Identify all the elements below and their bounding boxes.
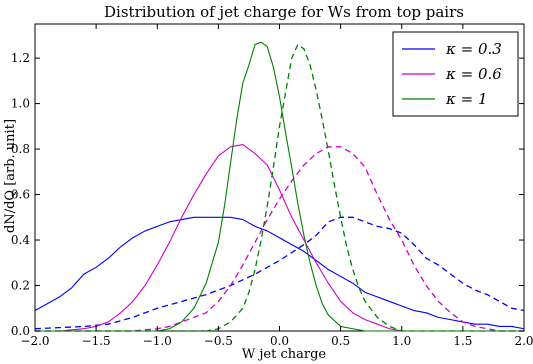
- x-tick-label: 0.0: [270, 334, 289, 348]
- y-tick-label: 0.8: [11, 142, 30, 156]
- legend-label: κ = 1: [445, 90, 487, 108]
- x-axis: −2.0 −1.5 −1.0 −0.5 0.0 0.5 1.0 1.5 2.0: [20, 24, 533, 348]
- series-line-4-solid: [35, 41, 524, 332]
- series-line-0-solid: [34, 216, 525, 330]
- series-line-3-dashed: [35, 146, 524, 332]
- x-tick-label: −1.0: [143, 334, 172, 348]
- x-axis-title: W jet charge: [242, 347, 327, 362]
- x-tick-label: −0.5: [204, 334, 233, 348]
- y-tick-label: 0.6: [11, 188, 30, 202]
- x-tick-label: 1.0: [392, 334, 411, 348]
- y-axis: 0.0 0.2 0.4 0.6 0.8 1.0 1.2: [11, 51, 524, 338]
- legend: κ = 0.3 κ = 0.6 κ = 1: [392, 31, 519, 117]
- legend-label: κ = 0.3: [445, 40, 502, 58]
- chart-title: Distribution of jet charge for Ws from t…: [104, 3, 464, 21]
- y-tick-label: 0.2: [11, 279, 30, 293]
- y-tick-label: 1.0: [11, 97, 30, 111]
- x-tick-label: −2.0: [20, 334, 49, 348]
- y-tick-label: 0.4: [11, 233, 30, 247]
- x-tick-label: 0.5: [331, 334, 350, 348]
- y-tick-label: 0.0: [11, 324, 30, 338]
- legend-label: κ = 0.6: [445, 65, 502, 83]
- series-line-2-solid: [35, 143, 524, 332]
- series-line-5-dashed: [35, 43, 524, 332]
- x-tick-label: −1.5: [82, 334, 111, 348]
- y-axis-title: dN/dQ [arb. unit]: [3, 119, 18, 233]
- x-tick-label: 2.0: [514, 334, 533, 348]
- x-tick-label: 1.5: [453, 334, 472, 348]
- y-tick-label: 1.2: [11, 51, 30, 65]
- series-line-1-dashed: [34, 216, 525, 330]
